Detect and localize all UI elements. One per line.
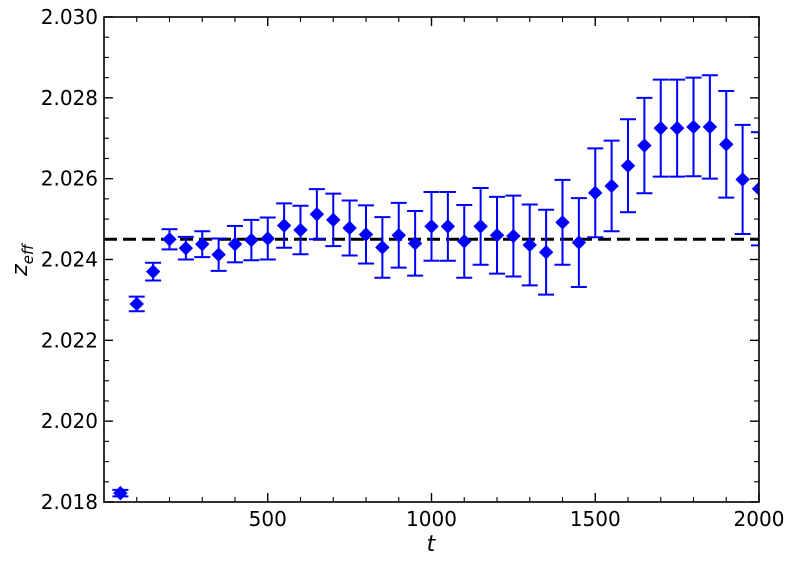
y-tick-label: 2.026 [41,167,98,191]
y-tick-label: 2.018 [41,490,98,514]
data-point-diamond [702,119,718,135]
data-point-diamond [440,219,456,234]
x-tick-label: 2000 [734,507,785,531]
plot-frame [103,16,760,503]
data-point-diamond [424,219,439,234]
y-axis-label-subscript: eff [19,242,37,264]
data-point-diamond [195,236,210,252]
data-point-diamond [145,264,161,279]
data-point-diamond [637,138,652,153]
data-point-diamond [276,218,292,233]
data-point-diamond [555,215,570,230]
data-point-diamond [719,137,734,152]
y-tick-label: 2.028 [41,86,98,110]
y-tick-label: 2.030 [41,5,98,29]
data-point-diamond [211,247,226,262]
data-point-diamond [604,178,619,194]
data-point-diamond [113,485,128,501]
data-point-diamond [506,228,521,244]
data-point-diamond [391,228,406,243]
data-point-diamond [375,240,390,255]
data-point-diamond [326,212,341,228]
data-layer [112,74,759,501]
data-point-diamond [407,236,423,251]
data-point-diamond [244,232,259,248]
data-point-diamond [227,236,243,252]
data-point-diamond [751,181,759,196]
data-point-diamond [178,240,194,256]
data-point-diamond [309,207,325,222]
data-point-diamond [342,220,357,236]
tick-layer: 500 1000 1500 2000 2.018 2.020 2.022 2.024 2.026… [41,5,785,531]
data-point-diamond [457,234,472,249]
data-point-diamond [538,245,554,260]
x-axis-label: t [427,532,437,557]
data-point-diamond [669,120,685,136]
data-point-diamond [358,227,374,242]
y-tick-label: 2.020 [41,409,98,433]
data-point-diamond [473,219,488,234]
data-point-diamond [489,228,505,243]
data-point-diamond [571,235,587,250]
data-point-diamond [162,232,177,247]
data-point-diamond [653,120,668,136]
data-point-diamond [260,231,275,246]
data-point-diamond [588,185,603,201]
x-tick-label: 1500 [570,507,621,531]
data-point-diamond [686,119,701,135]
y-axis-label-main: z [8,264,33,277]
x-tick-label: 500 [249,507,287,531]
x-tick-label: 1000 [406,507,457,531]
y-tick-label: 2.024 [41,248,98,272]
data-point-diamond [620,158,636,173]
y-axis-label: zeff [8,242,37,277]
data-point-diamond [293,222,308,238]
data-point-diamond [129,296,144,312]
data-point-diamond [522,237,537,253]
y-tick-label: 2.022 [41,328,98,352]
data-point-diamond [735,172,750,187]
